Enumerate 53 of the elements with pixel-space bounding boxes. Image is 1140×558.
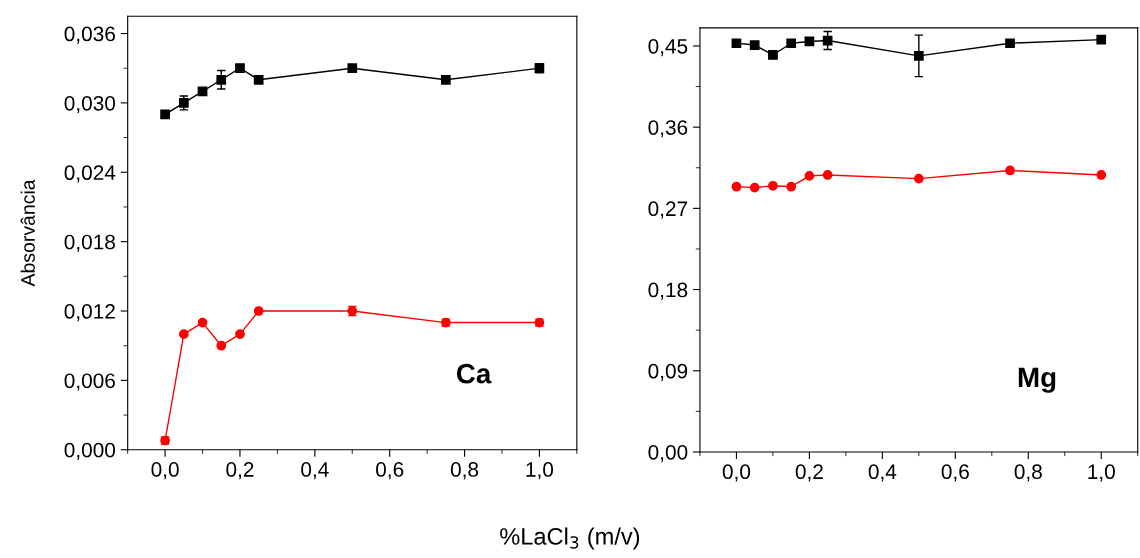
y-tick-label: 0,09: [648, 363, 688, 381]
point: [197, 86, 208, 97]
annotation: Mg: [1018, 367, 1056, 393]
point: [197, 317, 208, 328]
y-tick-label: 0,36: [648, 120, 688, 138]
point: [786, 38, 797, 49]
y-axis-title: Absorvância: [20, 179, 35, 287]
x-tick-label: 0,4: [868, 464, 897, 482]
point: [1005, 165, 1015, 176]
point: [768, 50, 778, 60]
point: [804, 171, 815, 181]
point: [1096, 34, 1107, 45]
y-tick-label: 0,018: [64, 234, 115, 252]
point: [216, 340, 227, 351]
point: [235, 63, 245, 74]
y-tick-label: 0,024: [64, 165, 116, 183]
x-tick-label: 0,2: [795, 464, 823, 482]
x-tick-label: 0,6: [376, 462, 404, 480]
point: [786, 181, 797, 192]
x-tick-label: 0,2: [226, 462, 254, 480]
x-tick-label: 0,0: [151, 462, 179, 480]
y-tick-label: 0,036: [64, 26, 115, 44]
point: [253, 306, 264, 316]
x-axis-title: %LaCl$_{3}$ (m/v): [500, 527, 640, 550]
y-tick-label: 0,27: [648, 201, 688, 219]
y-tick-label: 0,18: [648, 282, 688, 300]
point: [160, 109, 170, 120]
point: [178, 329, 189, 339]
x-tick-label: 0,4: [301, 462, 329, 480]
point: [1096, 170, 1107, 180]
y-tick-label: 0,006: [64, 373, 115, 391]
y-tick-label: 0,00: [648, 444, 688, 463]
x-tick-label: 0,6: [941, 464, 969, 482]
x-tick-label: 0,8: [1014, 464, 1042, 482]
x-tick-label: 1,0: [1088, 464, 1115, 482]
point: [768, 180, 778, 191]
point: [731, 181, 742, 192]
point: [1005, 38, 1015, 49]
point: [749, 182, 760, 193]
point: [235, 329, 245, 339]
y-tick-label: 0,030: [64, 95, 116, 114]
annotation: Ca: [456, 363, 492, 384]
y-tick-label: 0,000: [64, 442, 116, 460]
x-tick-label: 0,8: [450, 462, 479, 480]
y-tick-label: 0,45: [648, 38, 688, 57]
point: [731, 38, 742, 49]
point: [913, 173, 924, 184]
point: [749, 40, 760, 50]
x-tick-label: 1,0: [526, 462, 554, 480]
point: [216, 74, 227, 85]
y-tick-label: 0,012: [64, 304, 115, 322]
point: [822, 170, 833, 180]
x-tick-label: 0,0: [722, 464, 751, 482]
